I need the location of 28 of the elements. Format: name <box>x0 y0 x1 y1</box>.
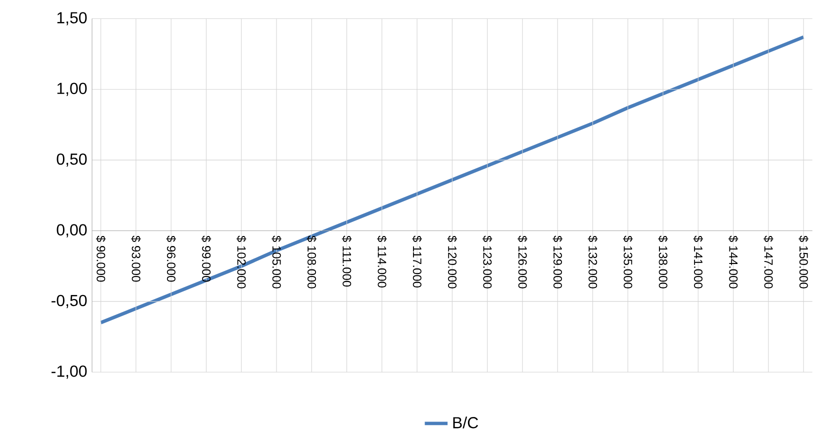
x-tick-label: $ 108.000 <box>306 236 317 288</box>
x-tick-label: $ 150.000 <box>798 236 808 288</box>
y-tick-label: 0,00 <box>56 224 87 238</box>
x-tick-label: $ 120.000 <box>447 236 458 288</box>
x-tick-label: $ 144.000 <box>728 236 738 288</box>
x-tick-label: $ 105.000 <box>272 236 282 288</box>
x-tick-label: $ 126.000 <box>518 236 528 288</box>
x-tick-label: $ 132.000 <box>588 236 598 288</box>
x-tick-label: $ 111.000 <box>342 236 352 287</box>
y-tick-label: 1,50 <box>57 12 87 26</box>
x-tick-label: $ 129.000 <box>552 236 562 288</box>
x-tick-label: $ 96.000 <box>166 236 176 282</box>
legend-label: B/C <box>453 416 478 428</box>
x-tick-label: $ 123.000 <box>482 236 492 288</box>
x-tick-label: $ 102.000 <box>236 236 246 288</box>
y-tick-label: -1,00 <box>52 365 87 379</box>
x-tick-label: $ 90.000 <box>96 236 106 282</box>
x-tick-label: $ 147.000 <box>764 236 774 288</box>
y-tick-label: -0,50 <box>52 294 87 308</box>
x-tick-label: $ 141.000 <box>693 236 703 288</box>
x-tick-label: $ 114.000 <box>377 236 387 288</box>
x-tick-label: $ 117.000 <box>412 236 422 288</box>
x-tick-label: $ 135.000 <box>623 236 633 288</box>
x-tick-label: $ 93.000 <box>131 236 141 282</box>
x-tick-label: $ 99.000 <box>201 236 212 282</box>
y-tick-label: 0,50 <box>56 153 87 167</box>
y-tick-label: 1,00 <box>57 82 87 96</box>
x-tick-label: $ 138.000 <box>658 236 668 288</box>
